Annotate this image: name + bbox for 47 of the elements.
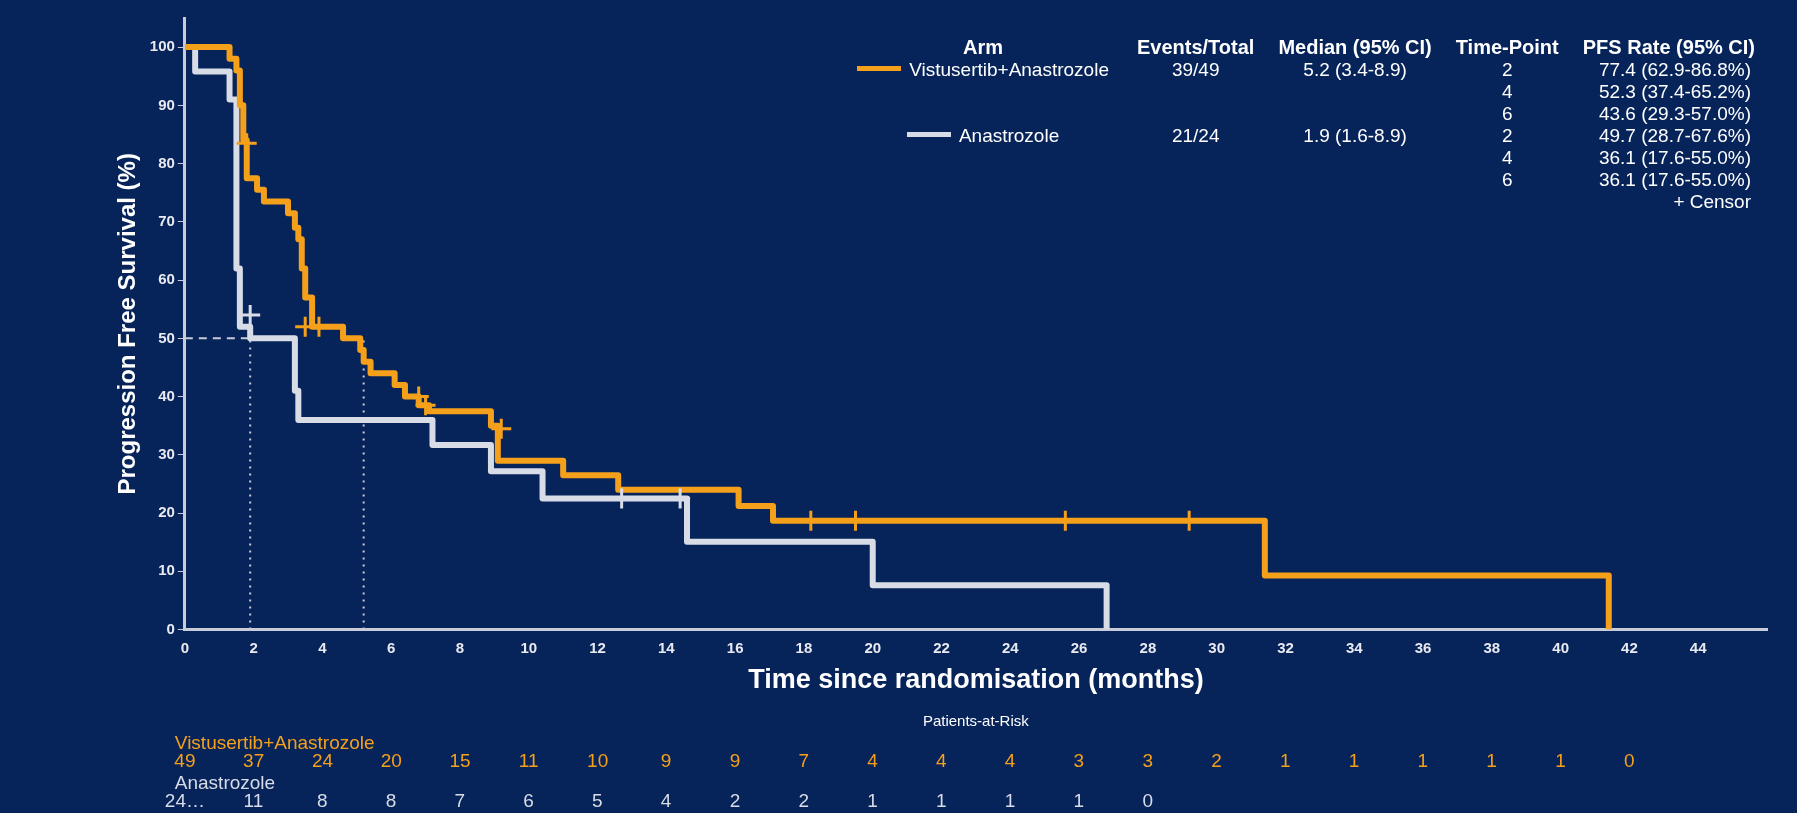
x-tick-label: 4 [318,638,328,656]
y-axis-title: Progression Free Survival (%) [113,153,141,495]
x-axis-title: Time since randomisation (months) [748,664,1204,695]
y-tick-label: 100 [149,37,175,55]
y-tick-label: 90 [158,95,175,113]
x-tick-label: 8 [455,638,465,656]
text: Patients-at-Risk [922,712,1029,729]
x-tick-label: 28 [1139,638,1157,656]
legend-label: Anastrozole [958,125,1060,146]
x-tick-label: 30 [1208,638,1226,656]
y-tick-label: 50 [158,328,175,346]
y-tick-label: 30 [158,445,175,462]
y-tick-label: 60 [158,270,175,288]
x-tick-label: 20 [864,638,882,656]
y-tick-label: 40 [158,386,175,404]
y-tick-label: 20 [158,503,175,521]
x-tick-label: 22 [933,638,950,656]
text: 4 36.1 (17.6-55.0%) [1501,147,1751,168]
x-tick-label: 16 [726,638,744,656]
y-tick-label: 10 [158,561,175,579]
x-tick-label: 24 [1001,638,1020,656]
x-tick-label: 10 [520,638,538,656]
x-tick-label: 14 [658,638,676,656]
y-tick-label: 80 [158,153,175,171]
x-tick-label: 42 [1621,638,1638,656]
annotation: + Censor [1672,191,1752,213]
text: 6 36.1 (17.6-55.0%) [1501,169,1751,190]
x-tick-label: 2 [249,638,258,656]
x-tick-label: 0 [180,638,189,656]
x-tick-label: 44 [1689,638,1708,656]
text: 21/24 1.9 (1.6-8.9) 2 49.7 (28.7-67.6%) [1171,125,1751,146]
x-tick-label: 40 [1552,638,1569,656]
x-tick-label: 34 [1345,638,1364,656]
x-tick-label: 12 [589,638,606,656]
y-tick-label: 0 [166,619,175,637]
x-tick-label: 38 [1483,638,1501,656]
x-tick-label: 36 [1414,638,1432,656]
text: 6 43.6 (29.3-57.0%) [1501,103,1751,124]
y-tick-label: 70 [158,212,175,230]
x-tick-label: 18 [795,638,813,656]
x-tick-label: 32 [1277,638,1294,656]
text: Arm Events/Total Median (95% CI) Time-Point PFS Rate (95% CI) [963,36,1755,58]
x-tick-label: 26 [1070,638,1088,656]
text: 39/49 5.2 (3.4-8.9) 2 77.4 (62.9-86.8%) [1171,59,1751,80]
text: 4 52.3 (37.4-65.2%) [1501,81,1751,102]
legend-label: Vistusertib+Anastrozole [909,59,1109,80]
x-tick-label: 6 [387,638,396,656]
